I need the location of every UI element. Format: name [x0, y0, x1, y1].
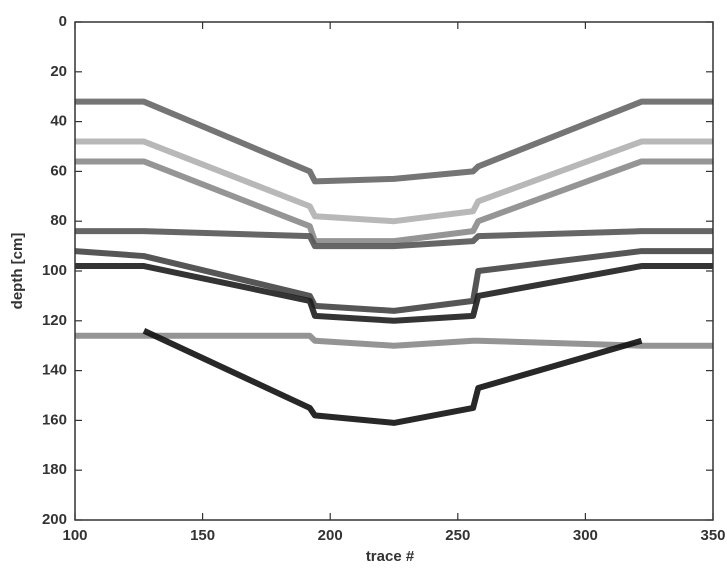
x-tick-label: 250: [445, 527, 470, 544]
x-axis-label: trace #: [366, 548, 415, 565]
reflector: [75, 158, 713, 245]
y-tick-label: 120: [42, 312, 67, 329]
y-tick-label: 0: [59, 13, 67, 30]
y-axis-label: depth [cm]: [9, 233, 26, 310]
y-tick-label: 180: [42, 461, 67, 478]
reflector: [75, 138, 713, 225]
y-tick-label: 40: [50, 113, 67, 130]
y-tick-label: 100: [42, 262, 67, 279]
y-tick-label: 20: [50, 63, 67, 80]
y-tick-label: 160: [42, 411, 67, 428]
x-tick-label: 150: [190, 527, 215, 544]
reflector: [75, 332, 713, 349]
x-tick-label: 300: [573, 527, 598, 544]
y-tick-label: 80: [50, 212, 67, 229]
y-tick-label: 200: [42, 511, 67, 528]
reflector: [142, 328, 643, 426]
x-tick-label: 200: [318, 527, 343, 544]
reflector: [75, 98, 713, 185]
reflector: [75, 263, 713, 324]
y-tick-label: 140: [42, 362, 67, 379]
reflector: [75, 228, 713, 250]
x-tick-label: 100: [62, 527, 87, 544]
y-tick-label: 60: [50, 162, 67, 179]
reflector: [74, 248, 713, 314]
x-tick-label: 350: [700, 527, 725, 544]
